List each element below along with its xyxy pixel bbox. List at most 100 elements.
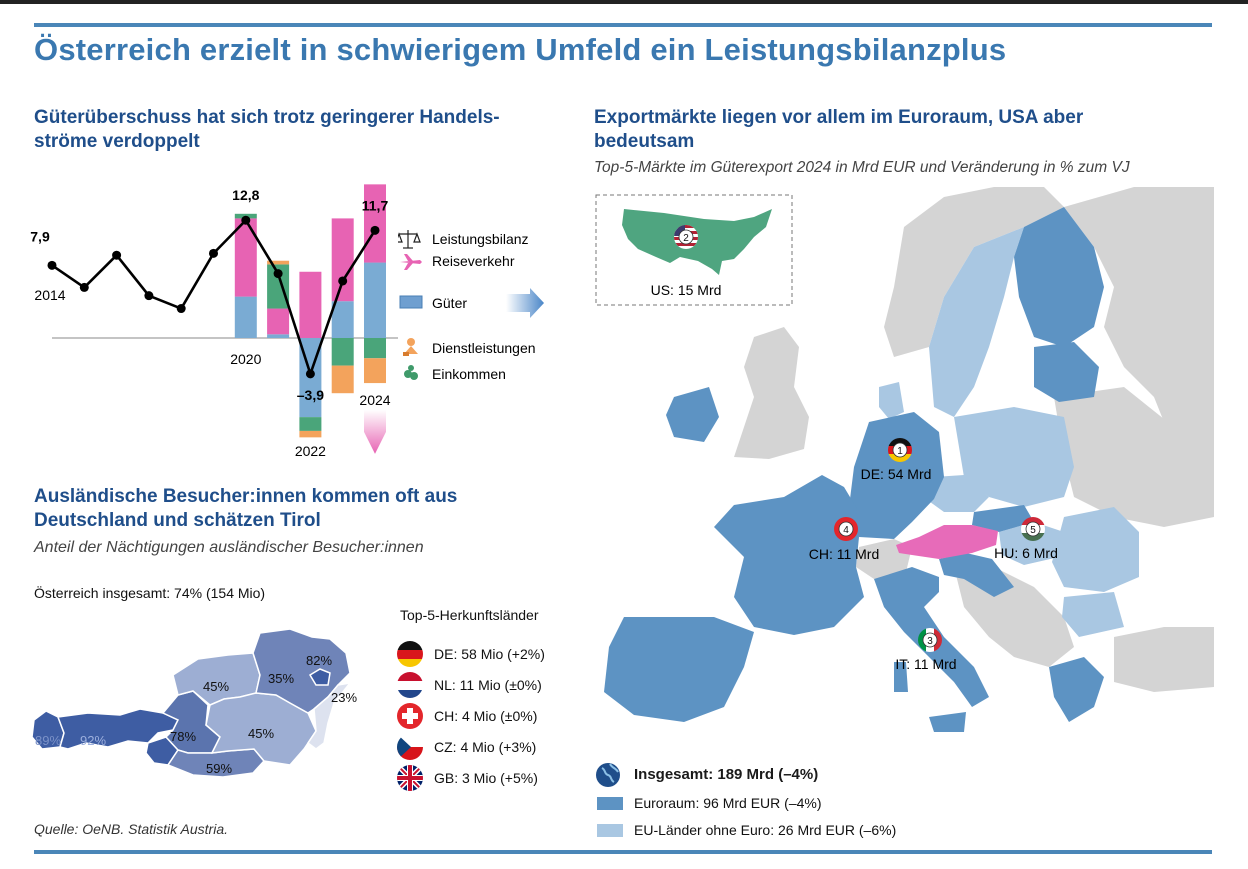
country-baltics (1034, 342, 1099, 402)
country-item-gb: GB: 3 Mio (+5%) (434, 770, 538, 786)
point-label-2022: –3,9 (297, 387, 324, 403)
scale-icon (398, 230, 421, 249)
marker-ch-rank: 4 (843, 525, 849, 536)
country-belarus-ukraine (1054, 387, 1214, 527)
line-point-2024 (370, 225, 380, 235)
country-poland (954, 407, 1074, 507)
x-tick-2022: 2022 (295, 443, 326, 459)
region-label-niederoesterreich: 35% (268, 671, 294, 686)
region-label-burgenland: 23% (331, 690, 357, 705)
region-label-kaernten: 59% (206, 761, 232, 776)
market-label-ch: CH: 11 Mrd (809, 546, 880, 562)
country-denmark (879, 382, 904, 419)
line-point-2017 (144, 291, 154, 301)
bar-2021-reiseverkehr (267, 308, 290, 335)
line-point-2018 (176, 304, 186, 314)
map-markers: 2 US: 15 Mrd 1 DE: 54 Mrd 4 CH: 11 Mrd 5… (651, 225, 1058, 672)
country-austria (896, 525, 998, 559)
marker-de: 1 (888, 438, 912, 462)
flag-column (397, 641, 423, 791)
bar-2021-einkommen (267, 264, 290, 309)
nl-flag-icon (397, 672, 423, 698)
country-france (714, 475, 864, 635)
current-account-line (51, 218, 377, 376)
country-ireland (666, 387, 719, 442)
country-balkans (954, 567, 1074, 667)
austria-map: 89% 92% 78% 59% 45% 45% 35% 82% 23% (31, 628, 357, 778)
bar-2024-dienstleistungen (364, 358, 386, 384)
line-point-2020 (241, 215, 251, 225)
goods-arrow-icon (506, 288, 544, 318)
bar-2020-gueter (234, 296, 257, 338)
travel-arrow-icon (364, 409, 386, 454)
legend-gueter: Güter (432, 295, 467, 311)
de-flag-icon (397, 641, 423, 667)
legend-eu-non-euro: EU-Länder ohne Euro: 26 Mrd EUR (–6%) (634, 822, 897, 838)
export-subtitle: Top-5-Märkte im Güterexport 2024 in Mrd … (594, 159, 1130, 176)
country-russia-east (1064, 187, 1214, 487)
bar-2022-einkommen (299, 417, 322, 431)
market-label-us: US: 15 Mrd (651, 282, 722, 298)
top5-title: Top-5-Herkunftsländer (400, 607, 539, 623)
export-heading-line1: Exportmärkte liegen vor allem im Eurorau… (594, 107, 1084, 128)
legend-einkommen: Einkommen (432, 366, 506, 382)
country-usa (622, 209, 772, 275)
country-bulgaria (1062, 592, 1124, 637)
country-czechia (926, 475, 989, 512)
legend-swatch-euro (597, 797, 623, 810)
visitors-heading-line2: Deutschland und schätzen Tirol (34, 510, 321, 531)
point-label-2024: 11,7 (362, 197, 389, 213)
globe-icon (596, 763, 620, 787)
region-wien (308, 668, 331, 686)
country-greece (1049, 657, 1104, 722)
legend-swatch-eu-non-euro (597, 824, 623, 837)
airplane-icon (400, 254, 422, 270)
region-burgenland (306, 681, 352, 750)
services-icon (403, 338, 418, 356)
country-item-nl: NL: 11 Mio (±0%) (434, 677, 542, 693)
marker-us: 2 (674, 225, 698, 249)
line-point-2022 (305, 369, 315, 379)
page-title: Österreich erzielt in schwierigem Umfeld… (34, 32, 1007, 67)
chart-heading-line2: ströme verdoppelt (34, 131, 200, 152)
ch-flag-icon (397, 703, 423, 729)
bar-2024-einkommen (364, 338, 386, 359)
marker-hu: 5 (1021, 517, 1045, 541)
bar-2024-gueter (364, 262, 386, 338)
marker-hu-rank: 5 (1030, 525, 1036, 536)
source-note: Quelle: OeNB. Statistik Austria. (34, 821, 228, 837)
marker-us-rank: 2 (683, 233, 689, 244)
gb-flag-icon (397, 765, 423, 791)
bar-2024-reiseverkehr (364, 184, 386, 263)
country-iberia (604, 617, 754, 722)
chart-heading-line1: Güterüberschuss hat sich trotz geringere… (34, 107, 500, 128)
region-label-oberoesterreich: 45% (203, 679, 229, 694)
region-label-vorarlberg: 89% (35, 733, 61, 748)
line-point-2016 (112, 250, 122, 260)
market-label-it: IT: 11 Mrd (895, 656, 956, 672)
legend-euro: Euroraum: 96 Mrd EUR (–4%) (634, 795, 822, 811)
line-point-2014 (47, 260, 57, 270)
country-slovakia (972, 505, 1034, 532)
country-item-de: DE: 58 Mio (+2%) (434, 646, 545, 662)
country-romania (1052, 507, 1139, 592)
bar-2021-gueter (267, 334, 290, 338)
europe-map (594, 187, 1214, 747)
chart-legend: Leistungsbilanz Reiseverkehr Güter Diens… (398, 230, 544, 382)
region-label-tirol: 92% (80, 733, 106, 748)
export-heading: Exportmärkte liegen vor allem im Eurorau… (594, 106, 1083, 154)
bar-2023-dienstleistungen (331, 365, 354, 394)
x-tick-2014: 2014 (34, 287, 65, 303)
export-heading-line2: bedeutsam (594, 131, 695, 152)
country-norway (884, 187, 1064, 357)
region-tirol (56, 708, 180, 766)
marker-ch: 4 (834, 517, 858, 541)
country-item-ch: CH: 4 Mio (±0%) (434, 708, 538, 724)
legend-reiseverkehr: Reiseverkehr (432, 253, 515, 269)
market-label-de: DE: 54 Mrd (861, 466, 932, 482)
bar-2020-reiseverkehr (234, 218, 257, 297)
marker-it: 3 (918, 628, 942, 652)
bar-2023-gueter (331, 301, 354, 338)
marker-de-rank: 1 (897, 446, 903, 457)
country-sweden (929, 227, 1024, 417)
